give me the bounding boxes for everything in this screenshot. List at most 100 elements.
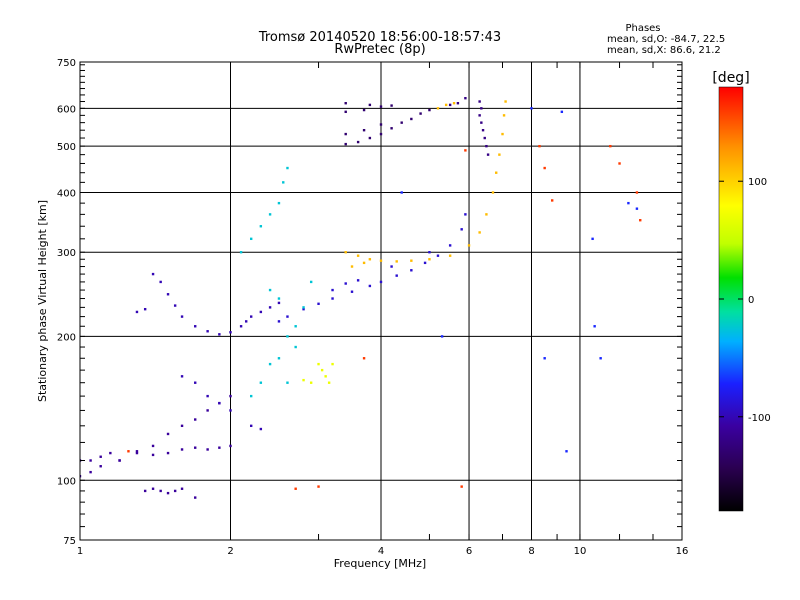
data-point xyxy=(436,254,440,257)
data-point xyxy=(99,465,102,468)
data-point xyxy=(151,487,155,490)
stats-heading: Phases xyxy=(625,23,660,34)
x-tick-label: 8 xyxy=(528,546,534,557)
colorbar-tick-label: -100 xyxy=(748,413,771,424)
data-point xyxy=(135,451,139,455)
data-point xyxy=(379,259,383,262)
colorbar-tick-label: 0 xyxy=(748,295,754,306)
data-point xyxy=(166,293,170,296)
data-point xyxy=(390,104,393,107)
data-point xyxy=(268,213,272,216)
grid-lines xyxy=(80,62,682,540)
data-point xyxy=(362,261,366,265)
data-point xyxy=(467,244,471,247)
data-point xyxy=(249,424,253,428)
chart-title: Tromsø 20140520 18:56:00-18:57:43 xyxy=(258,30,501,45)
data-point xyxy=(229,444,232,448)
stats-x-line: mean, sd,X: 86.6, 21.2 xyxy=(607,45,721,56)
data-point xyxy=(229,394,232,398)
data-point xyxy=(277,297,281,300)
data-point xyxy=(194,446,197,449)
data-point xyxy=(498,153,501,156)
data-point xyxy=(444,103,448,107)
data-point xyxy=(480,121,483,124)
data-point xyxy=(448,244,452,247)
data-point xyxy=(180,448,184,451)
data-point xyxy=(127,450,130,453)
data-point xyxy=(356,140,360,144)
y-tick-label: 200 xyxy=(57,332,76,343)
data-point xyxy=(543,357,546,360)
data-point xyxy=(440,335,444,338)
data-point xyxy=(259,427,263,431)
y-tick-label: 100 xyxy=(57,476,76,487)
data-point xyxy=(99,455,102,458)
data-point xyxy=(89,459,92,462)
data-point xyxy=(245,320,248,323)
data-point xyxy=(344,251,347,254)
data-point xyxy=(538,144,541,148)
chart-subtitle: RwPretec (8p) xyxy=(334,42,425,57)
data-point xyxy=(180,375,184,378)
x-tick-label: 16 xyxy=(676,546,689,557)
data-point xyxy=(166,432,170,436)
stats-o-line: mean, sd,O: -84.7, 22.5 xyxy=(607,34,725,45)
data-point xyxy=(460,228,463,231)
data-point xyxy=(259,310,263,314)
data-point xyxy=(294,487,297,490)
data-point xyxy=(395,260,398,263)
data-point xyxy=(331,297,334,300)
data-point xyxy=(478,114,481,117)
y-tick-label: 500 xyxy=(57,142,76,153)
data-point xyxy=(294,345,297,349)
data-point xyxy=(180,487,184,490)
data-point xyxy=(324,375,327,378)
data-point xyxy=(151,453,155,457)
data-point xyxy=(286,335,289,338)
data-point xyxy=(194,418,197,421)
x-tick-label: 4 xyxy=(378,546,384,557)
data-point xyxy=(635,207,639,210)
data-point xyxy=(565,450,568,453)
data-point xyxy=(317,302,320,305)
data-point xyxy=(362,108,366,112)
data-point xyxy=(180,315,184,318)
data-point xyxy=(249,394,253,398)
data-point xyxy=(423,261,427,265)
data-point xyxy=(480,107,483,110)
data-point xyxy=(286,315,289,318)
data-point xyxy=(194,496,197,499)
data-point xyxy=(277,320,281,323)
data-point xyxy=(249,237,253,241)
data-point xyxy=(229,409,232,412)
data-point xyxy=(180,424,184,428)
data-point xyxy=(410,269,413,272)
data-point xyxy=(464,149,467,152)
data-point xyxy=(460,485,463,488)
data-point xyxy=(302,307,305,311)
data-point xyxy=(530,107,533,110)
data-point xyxy=(166,451,170,455)
y-tick-label: 300 xyxy=(57,248,76,259)
data-point xyxy=(159,280,162,284)
data-point xyxy=(464,96,467,100)
data-point xyxy=(89,470,92,474)
data-point xyxy=(400,191,403,194)
data-point xyxy=(259,381,263,384)
data-point xyxy=(294,325,297,328)
x-axis: 1 2 4 6 8 10 16 xyxy=(77,62,689,557)
x-axis-label: Frequency [MHz] xyxy=(334,557,426,570)
data-point xyxy=(379,280,383,284)
data-point xyxy=(344,101,347,105)
data-point xyxy=(344,282,347,285)
data-point xyxy=(309,280,313,284)
data-point xyxy=(151,272,155,276)
colorbar: [deg] 100 0 -100 xyxy=(712,70,771,512)
data-point xyxy=(282,181,285,184)
data-point xyxy=(206,448,209,451)
data-point xyxy=(593,325,596,328)
data-point xyxy=(331,288,334,292)
data-point xyxy=(327,381,331,384)
data-point xyxy=(627,201,630,205)
